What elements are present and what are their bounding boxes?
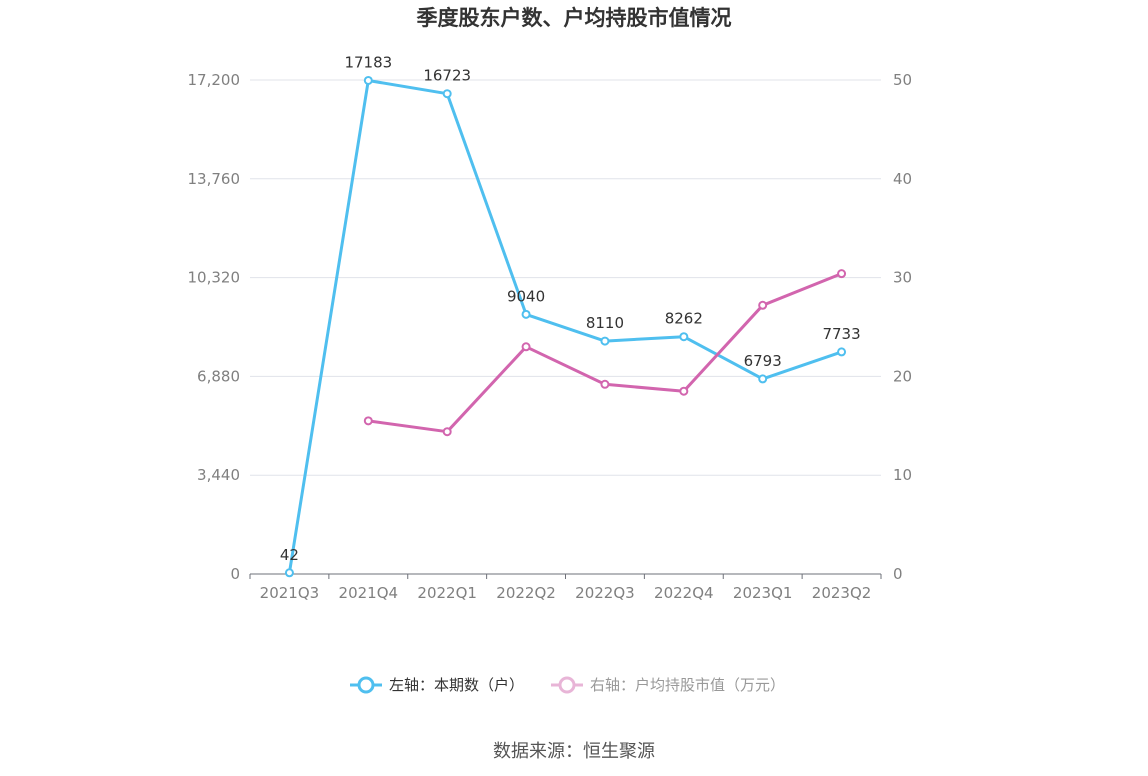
data-label: 7733 [822,325,860,343]
legend[interactable]: 左轴：本期数（户） 右轴：户均持股市值（万元） [350,676,785,694]
y-right-tick-label: 0 [893,565,903,583]
y-right-tick-label: 20 [893,367,912,385]
data-point[interactable] [442,427,452,437]
y-left-tick-label: 13,760 [188,170,241,188]
data-point[interactable] [679,332,689,342]
legend-item-left-series[interactable]: 左轴：本期数（户） [350,676,524,694]
y-right-tick-label: 30 [893,269,912,287]
y-left-tick-label: 6,880 [197,367,240,385]
data-point[interactable] [363,416,373,426]
y-left-tick-label: 0 [230,565,240,583]
source-text: 数据来源：恒生聚源 [493,741,655,762]
data-label: 8262 [665,310,703,328]
x-tick-label: 2022Q1 [417,584,477,602]
data-point[interactable] [363,75,373,85]
x-tick-label: 2022Q2 [496,584,556,602]
data-labels: 42 17183 16723 9040 8110 8262 6793 7733 [280,53,861,563]
x-tick-label: 2022Q4 [654,584,714,602]
data-label: 9040 [507,287,545,305]
grid [250,79,881,476]
y-left-tick-label: 17,200 [188,71,241,89]
data-point[interactable] [600,336,610,346]
data-label: 8110 [586,314,624,332]
legend-label-left-series: 左轴：本期数（户） [389,676,524,694]
legend-item-right-series[interactable]: 右轴：户均持股市值（万元） [551,676,785,694]
x-tick-label: 2021Q3 [260,584,320,602]
data-label: 6793 [744,352,782,370]
axes: 0 3,440 6,880 10,320 13,760 17,200 0 10 20 30 40 50… [188,71,913,602]
x-tick-label: 2023Q2 [812,584,872,602]
series-layer [284,75,847,578]
x-tick-label: 2022Q3 [575,584,635,602]
data-label: 42 [280,546,299,564]
data-point[interactable] [758,300,768,310]
data-point[interactable] [837,347,847,357]
y-right-tick-label: 50 [893,71,912,89]
data-point[interactable] [442,89,452,99]
data-label: 17183 [344,53,392,71]
y-left-tick-label: 10,320 [188,269,241,287]
y-left-tick-label: 3,440 [197,466,240,484]
legend-label-right-series: 右轴：户均持股市值（万元） [590,676,785,694]
data-label: 16723 [423,67,471,85]
x-tick-label: 2021Q4 [339,584,399,602]
data-point[interactable] [284,568,294,578]
y-right-tick-label: 10 [893,466,912,484]
data-point[interactable] [521,309,531,319]
data-point[interactable] [679,386,689,396]
chart-title: 季度股东户数、户均持股市值情况 [417,6,732,30]
series-line-0 [287,79,843,574]
x-tick-label: 2023Q1 [733,584,793,602]
y-right-tick-label: 40 [893,170,912,188]
data-point[interactable] [758,374,768,384]
data-point[interactable] [600,379,610,389]
data-point[interactable] [837,269,847,279]
data-point[interactable] [521,342,531,352]
